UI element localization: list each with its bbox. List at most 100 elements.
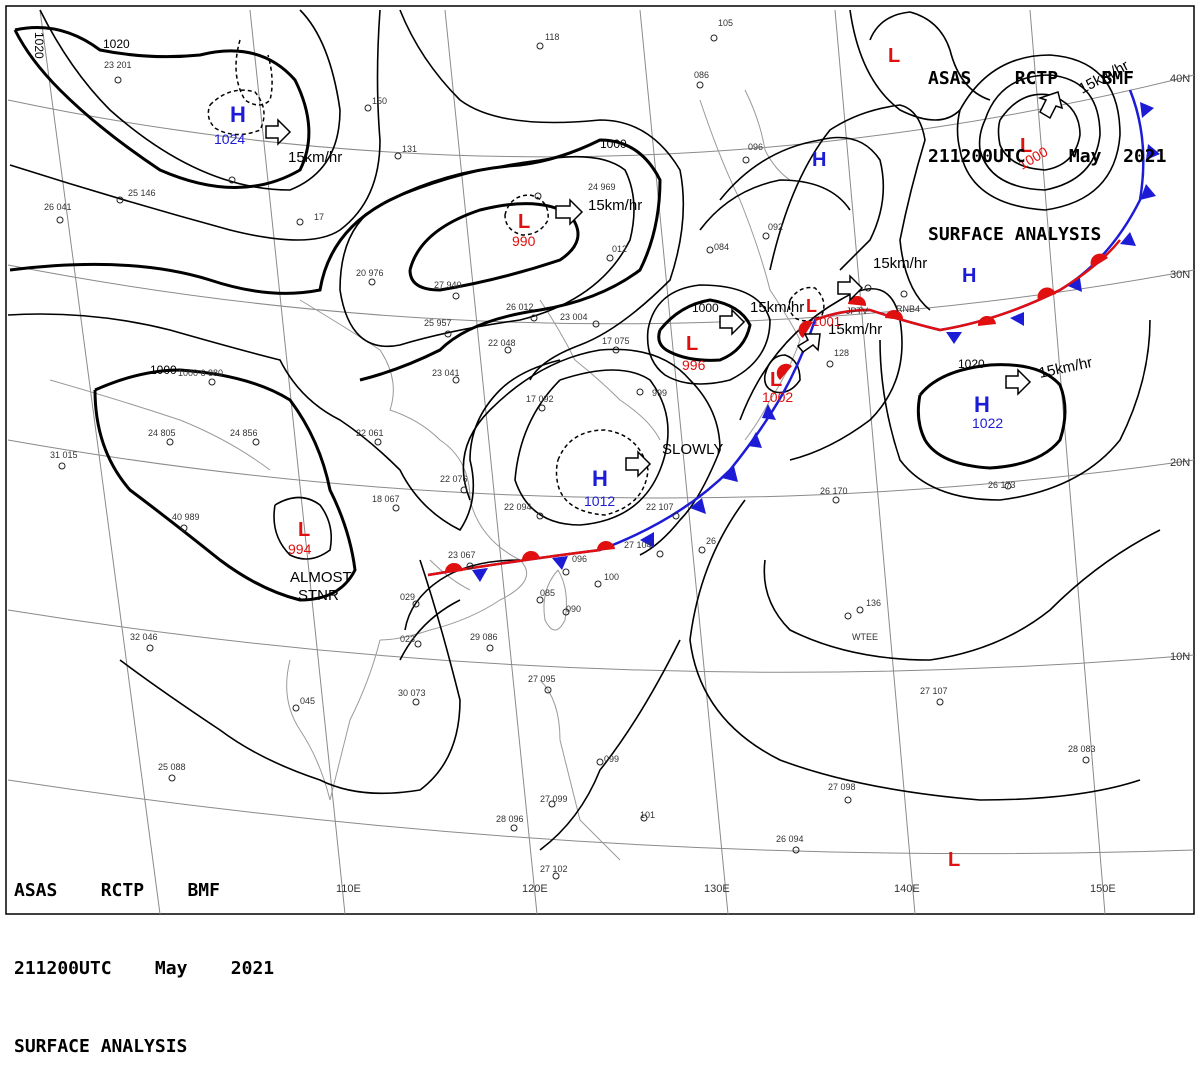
isobar-996-korea [657,298,752,362]
isobar-1008-west [7,313,561,532]
station-label: 999 [652,388,667,398]
himalaya-line [49,379,271,471]
isobar-1012-japan [699,179,851,231]
isobar-1012-south [404,559,521,631]
station-label: 22 107 [646,502,674,512]
isobar-1008-south-pac [763,529,1161,661]
isobar-1000-west [93,368,357,602]
isobars [7,9,1161,851]
station-icons [56,34,1090,880]
station-label: 092 [768,222,783,232]
isobar-1016-japan [719,136,885,271]
header-month: May [1068,146,1102,167]
header-bottom-left: ASAS RCTP BMF 211200UTC May 2021 SURFACE… [14,826,274,1086]
dashed-l1001 [788,286,825,322]
header-top-right: ASAS RCTP BMF 211200UTC May 2021 SURFACE… [928,14,1166,274]
hollow-arrow-icon [265,118,292,146]
station-label: 40 989 [172,512,200,522]
meridian-150e [1029,9,1106,915]
isobar-1000-ne [997,93,1081,171]
motion-label: 15km/hr [873,255,927,272]
isobar-1012-nw [9,9,381,241]
front-system [427,89,1160,582]
station-label: 22 076 [440,474,468,484]
motion-label: 15km/hr [1037,354,1094,382]
weather-chart-svg: 1020 1020 1000 1000 1000 1020 15km/hr 15… [5,5,1195,915]
station-label: 22 061 [356,428,384,438]
station-label: 32 046 [130,632,158,642]
header-month: May [154,958,188,979]
station-label: 17 075 [602,336,630,346]
station-label: 101 [640,810,655,820]
isobar-1020-nw [13,26,311,189]
station-label: 096 [748,142,763,152]
parallel-10n [7,609,1195,673]
isobar-label: 1000 [150,363,177,377]
dashed-h1012 [555,429,649,516]
station-label: 28 083 [1068,744,1096,754]
header-year: 2021 [230,958,275,979]
coastlines [49,89,801,861]
station-label: 27 099 [540,794,568,804]
motion-label: 15km/hr [750,299,804,316]
station-label: 27 107 [920,686,948,696]
header-time: 211200UTC [14,958,112,979]
low-center-value: 1002 [762,389,793,405]
isobar-1008-scs [119,559,461,795]
station-label: 24 805 [148,428,176,438]
header-unit: BMF [1101,68,1134,89]
station-label: JPTV [846,306,868,316]
station-label: 27 940 [434,280,462,290]
station-label: 25 088 [158,762,186,772]
station-label: 105 [718,18,733,28]
graticule [7,9,1195,915]
cold-front-marks [472,102,1160,582]
motion-label: 15km/hr [288,149,342,166]
isobar-1000-central [9,138,662,382]
isobar-1000-korea [646,284,771,385]
station-label: 1000 6 880 [178,368,223,378]
high-center-value: 1024 [214,131,245,147]
station-label: 24 856 [230,428,258,438]
taiwan [543,569,567,631]
station-label: 17 [314,212,324,222]
station-label: 085 [540,588,555,598]
hollow-arrow-icon [719,308,746,336]
station-label: 128 [834,348,849,358]
low-center-symbol: L [770,369,782,391]
low-center-symbol: L [686,333,698,355]
lon-label: 140E [894,883,920,895]
station-label: 29 086 [470,632,498,642]
hainan [429,559,471,591]
high-center-symbol: H [592,466,608,491]
station-plots: 23 201 150 131 118 105 086 25 146 26 041… [44,18,1096,880]
station-label: 096 [572,554,587,564]
isobar-1004-central [399,9,685,381]
high-center-symbol: H [962,265,976,287]
parallel-20n [7,439,1195,499]
header-product: ASAS [14,880,58,901]
hollow-arrow-icon [1005,368,1032,396]
station-label: 25 146 [128,188,156,198]
parallel-40n [7,74,1195,158]
station-label: 099 [604,754,619,764]
dashed-isobars [207,89,825,516]
station-label: 029 [400,592,415,602]
isobar-996-west [273,496,333,560]
isobar-label: 1020 [958,357,985,371]
hollow-arrow-icon [625,450,652,478]
high-center-value: 1012 [584,493,615,509]
low-center-value: 994 [288,541,312,557]
station-label: 22 094 [504,502,532,512]
low-center-value: 1001 [812,314,841,329]
meridian-130e [639,9,729,915]
station-label: 31 015 [50,450,78,460]
station-label: 20 976 [356,268,384,278]
annotation-almost: ALMOST [290,569,352,586]
isobar-1016-nwpac [769,104,931,311]
station-label: 28 096 [496,814,524,824]
station-label: 17 092 [526,394,554,404]
station-label: 26 094 [776,834,804,844]
station-label: 24 969 [588,182,616,192]
isobar-label: 1000 [600,137,627,151]
